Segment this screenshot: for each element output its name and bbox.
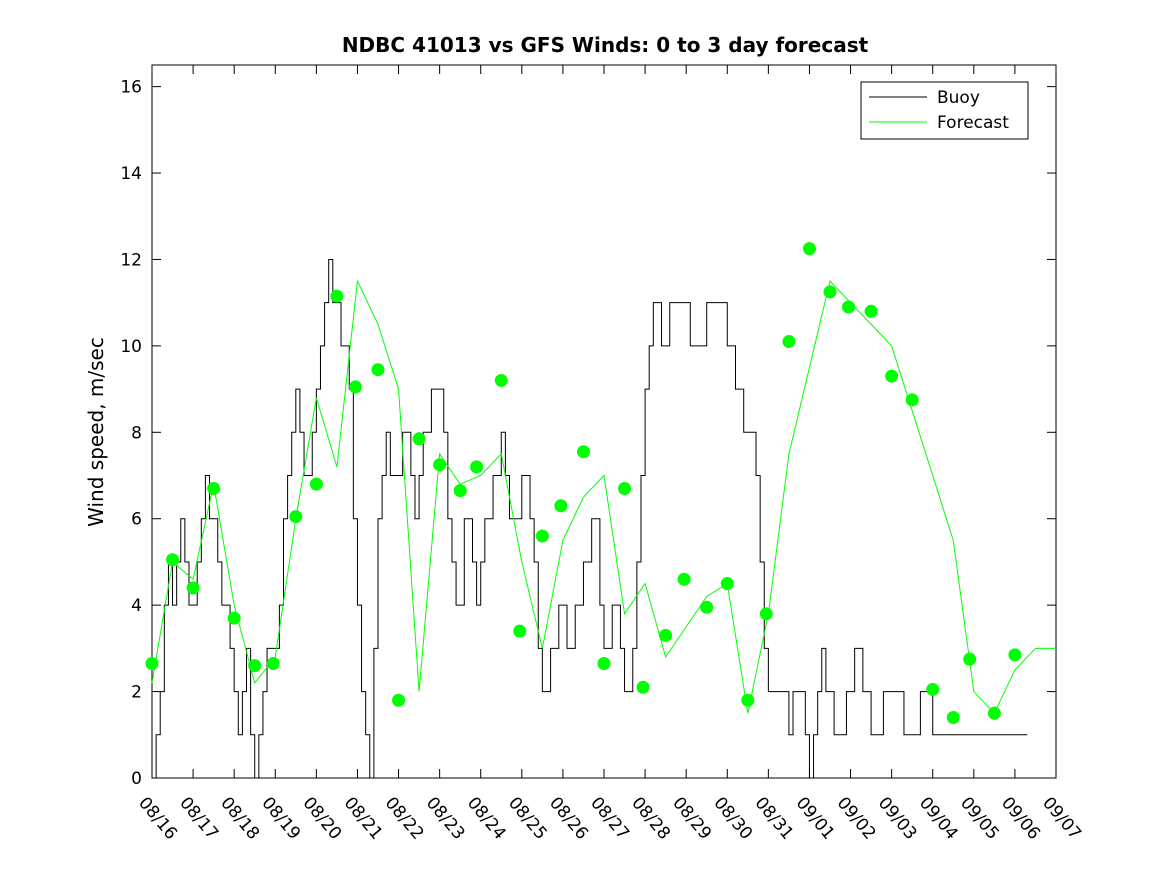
marker-point [700,600,714,614]
marker-point [453,484,467,498]
y-tick-label-4: 8 [131,423,142,443]
marker-point [330,289,344,303]
marker-point [470,460,484,474]
marker-point [885,369,899,383]
marker-point [618,481,632,495]
marker-point [248,659,262,673]
marker-point [741,693,755,707]
marker-point [759,607,773,621]
marker-point [905,393,919,407]
marker-point [513,624,527,638]
legend-label-buoy: Buoy [937,88,980,108]
marker-point [864,304,878,318]
marker-point [145,656,159,670]
marker-point [841,300,855,314]
marker-point [412,432,426,446]
marker-point [659,628,673,642]
y-tick-label-1: 2 [131,683,142,703]
y-tick-label-6: 12 [120,250,142,270]
marker-point [576,445,590,459]
marker-point [677,572,691,586]
marker-point [554,499,568,513]
marker-point [535,529,549,543]
y-axis-label: Wind speed, m/sec [84,337,108,527]
marker-point [963,652,977,666]
y-tick-label-0: 0 [131,769,142,789]
marker-point [597,656,611,670]
y-tick-label-7: 14 [120,164,142,184]
marker-point [289,510,303,524]
marker-point [1008,648,1022,662]
marker-point [782,335,796,349]
marker-point [926,682,940,696]
marker-point [823,285,837,299]
series-line-forecast [151,279,1056,715]
marker-point [802,242,816,256]
marker-point [987,706,1001,720]
legend-label-forecast: Forecast [937,113,1009,133]
marker-point [266,656,280,670]
marker-point [392,693,406,707]
legend: Buoy Forecast [860,81,1029,140]
marker-point [309,477,323,491]
marker-point [433,458,447,472]
marker-point [636,680,650,694]
y-tick-label-2: 4 [131,596,142,616]
y-tick-label-3: 6 [131,510,142,530]
y-tick-label-8: 16 [120,78,142,98]
y-tick-label-5: 10 [120,337,142,357]
legend-box [860,81,1029,140]
marker-point [227,611,241,625]
marker-point [371,363,385,377]
marker-point [186,581,200,595]
marker-point [348,380,362,394]
marker-point [166,553,180,567]
marker-point [494,373,508,387]
marker-point [207,481,221,495]
marker-point [946,711,960,725]
chart-title: NDBC 41013 vs GFS Winds: 0 to 3 day fore… [342,33,869,57]
marker-point [720,577,734,591]
